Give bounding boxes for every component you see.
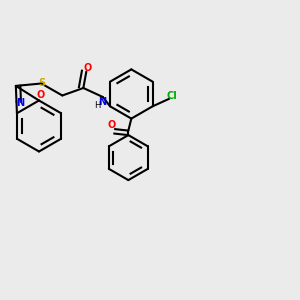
Text: O: O bbox=[107, 120, 116, 130]
Text: S: S bbox=[38, 78, 45, 88]
Text: H: H bbox=[94, 101, 101, 110]
Text: N: N bbox=[98, 98, 106, 107]
Text: O: O bbox=[84, 63, 92, 73]
Text: O: O bbox=[36, 90, 45, 100]
Text: Cl: Cl bbox=[167, 91, 178, 101]
Text: N: N bbox=[16, 98, 24, 108]
